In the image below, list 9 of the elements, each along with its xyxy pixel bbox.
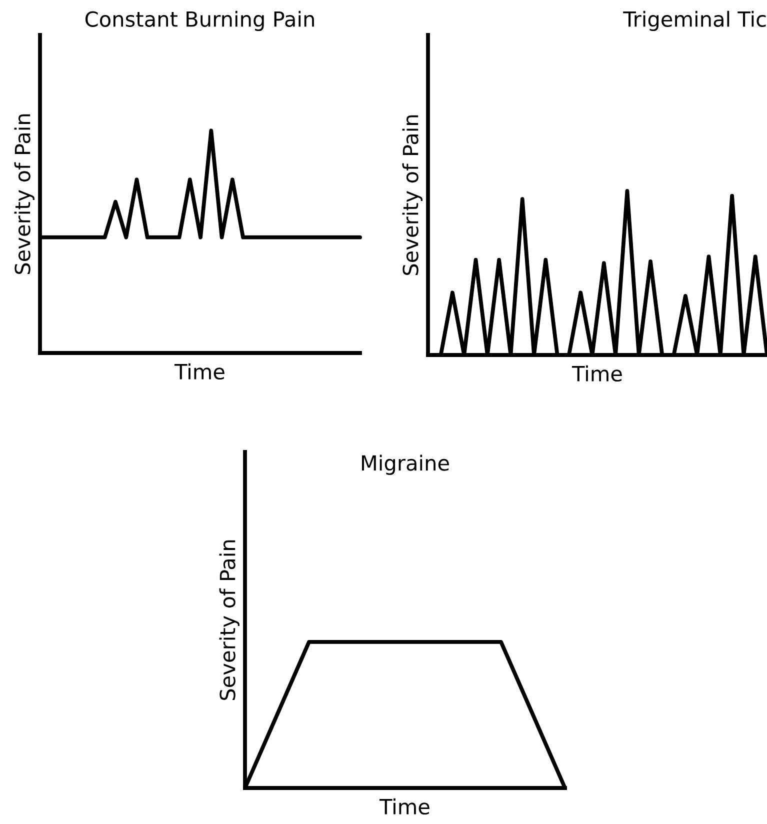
- y-axis-title: Severity of Pain: [402, 115, 422, 275]
- y-axis-title: Severity of Pain: [219, 540, 240, 700]
- x-axis-title: Time: [572, 365, 622, 382]
- chart-title: Trigeminal Tic: [623, 10, 766, 31]
- y-axis-title: Severity of Pain: [14, 114, 34, 274]
- chart-title: Migraine: [362, 454, 449, 475]
- x-axis-title: Time: [174, 363, 224, 380]
- x-axis-title: Time: [379, 798, 430, 815]
- chart-title: Constant Burning Pain: [85, 10, 314, 31]
